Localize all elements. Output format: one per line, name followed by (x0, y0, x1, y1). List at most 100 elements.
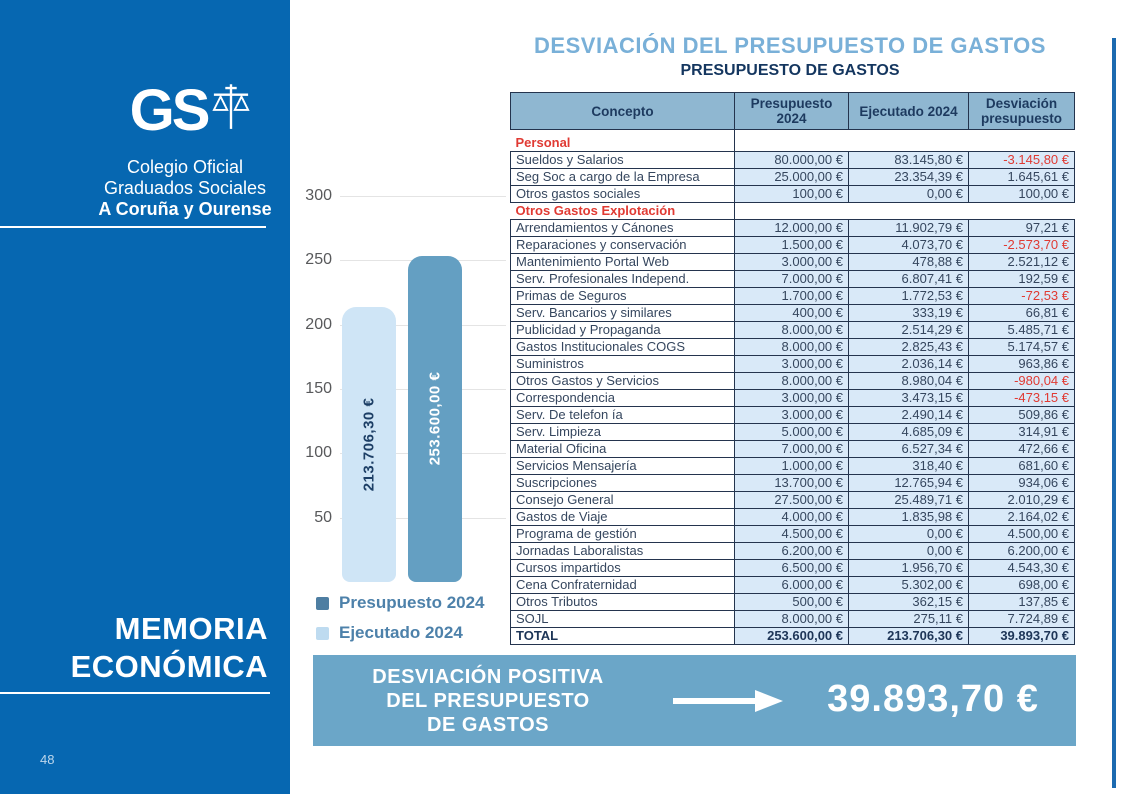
section-label: Personal (510, 135, 735, 152)
value-cell: 3.473,15 € (848, 389, 969, 407)
value-cell: 25.489,71 € (848, 491, 969, 509)
table-row: Serv. Bancarios y similares 400,00 €333,1… (510, 304, 1075, 322)
concept-cell: Serv. De telefon ía (510, 406, 735, 424)
table-row: Publicidad y Propaganda 8.000,00 €2.514,2… (510, 321, 1075, 339)
spacer-cell (968, 129, 1075, 135)
legend-swatch (316, 626, 329, 640)
col-header-ejecutado: Ejecutado 2024 (848, 92, 969, 130)
value-cell: 8.980,04 € (848, 372, 969, 390)
concept-cell: Otros Tributos (510, 593, 735, 611)
page-title: DESVIACIÓN DEL PRESUPUESTO DE GASTOS (534, 33, 1046, 58)
concept-cell: Mantenimiento Portal Web (510, 253, 735, 271)
value-cell: 934,06 € (968, 474, 1075, 492)
table-row: Jornadas Laboralistas 6.200,00 €0,00 €6.2… (510, 542, 1075, 560)
sidebar-divider-top (0, 226, 266, 228)
concept-cell: Cena Confraternidad (510, 576, 735, 594)
value-cell: 0,00 € (848, 525, 969, 543)
concept-cell: Seg Soc a cargo de la Empresa (510, 168, 735, 186)
value-cell: 23.354,39 € (848, 168, 969, 186)
value-cell: 400,00 € (734, 304, 849, 322)
concept-cell: Serv. Limpieza (510, 423, 735, 441)
table-section-row: Otros Gastos Explotación (510, 202, 1075, 220)
value-cell: 681,60 € (968, 457, 1075, 475)
org-name-line-1: Colegio Oficial (126, 157, 244, 177)
value-cell: 1.645,61 € (968, 168, 1075, 186)
value-cell: 80.000,00 € (734, 151, 849, 169)
gridline (340, 196, 506, 197)
value-cell: 7.000,00 € (734, 270, 849, 288)
concept-cell: Primas de Seguros (510, 287, 735, 305)
chart-legend: Presupuesto 2024 Ejecutado 2024 (316, 593, 485, 653)
col-header-concepto: Concepto (510, 92, 735, 130)
concept-cell: Gastos de Viaje (510, 508, 735, 526)
empty-cell (968, 135, 1075, 152)
value-cell: 963,86 € (968, 355, 1075, 373)
table-row: Gastos de Viaje 4.000,00 €1.835,98 €2.164… (510, 508, 1075, 526)
sidebar: GS Colegio Oficial Graduados Sociales A … (0, 0, 290, 794)
value-cell: 698,00 € (968, 576, 1075, 594)
legend-item: Presupuesto 2024 (316, 593, 485, 613)
concept-cell: Otros Gastos y Servicios (510, 372, 735, 390)
table-row: Mantenimiento Portal Web 3.000,00 €478,88… (510, 253, 1075, 271)
value-cell: 8.000,00 € (734, 372, 849, 390)
value-cell: 5.174,57 € (968, 338, 1075, 356)
bar-ejecutado-2024: 213.706,30 € (342, 307, 396, 582)
org-logo: GS (90, 82, 290, 140)
value-cell: -980,04 € (968, 372, 1075, 390)
concept-cell: SOJL (510, 610, 735, 628)
value-cell: 11.902,79 € (848, 219, 969, 237)
value-cell: 6.807,41 € (848, 270, 969, 288)
concept-cell: Programa de gestión (510, 525, 735, 543)
value-cell: 500,00 € (734, 593, 849, 611)
budget-bar-chart: 300 250 200 150 100 50 213.706,30 € 253.600,00… (290, 185, 512, 655)
value-cell: 192,59 € (968, 270, 1075, 288)
value-cell: 3.000,00 € (734, 389, 849, 407)
spacer-cell (510, 129, 735, 135)
table-total-row: TOTAL 253.600,00 €213.706,30 €39.893,70 € (510, 627, 1075, 645)
value-cell: -473,15 € (968, 389, 1075, 407)
section-title: MEMORIA ECONÓMICA (70, 611, 268, 684)
concept-cell: Cursos impartidos (510, 559, 735, 577)
table-row: Material Oficina 7.000,00 €6.527,34 €472,… (510, 440, 1075, 458)
value-cell: 66,81 € (968, 304, 1075, 322)
concept-cell: Consejo General (510, 491, 735, 509)
concept-cell: Otros gastos sociales (510, 185, 735, 203)
banner-line-2: DEL PRESUPUESTO (386, 690, 590, 712)
empty-cell (734, 202, 849, 220)
banner-line-1: DESVIACIÓN POSITIVA (372, 666, 604, 688)
table-row: Cena Confraternidad 6.000,00 €5.302,00 €6… (510, 576, 1075, 594)
value-cell: 318,40 € (848, 457, 969, 475)
table-row: Otros gastos sociales 100,00 €0,00 €100,0… (510, 185, 1075, 203)
table-row: Seg Soc a cargo de la Empresa 25.000,00 €… (510, 168, 1075, 186)
value-cell: 5.000,00 € (734, 423, 849, 441)
table-row: Cursos impartidos 6.500,00 €1.956,70 €4.5… (510, 559, 1075, 577)
value-cell: 3.000,00 € (734, 355, 849, 373)
concept-cell: Serv. Profesionales Independ. (510, 270, 735, 288)
page-number: 48 (40, 752, 55, 767)
empty-cell (734, 135, 849, 152)
org-name: Colegio Oficial Graduados Sociales A Cor… (80, 157, 290, 220)
value-cell: 6.200,00 € (968, 542, 1075, 560)
bar-presupuesto-2024: 253.600,00 € (408, 255, 462, 582)
value-cell: 1.772,53 € (848, 287, 969, 305)
concept-cell: Suministros (510, 355, 735, 373)
y-tick-label: 100 (305, 444, 332, 462)
value-cell: 2.036,14 € (848, 355, 969, 373)
concept-cell: TOTAL (510, 627, 735, 645)
budget-table-body: Personal Sueldos y Salarios 80.000,00 €83.… (510, 129, 1075, 645)
value-cell: 6.200,00 € (734, 542, 849, 560)
table-row: Arrendamientos y Cánones 12.000,00 €11.90… (510, 219, 1075, 237)
bar-value-label: 253.600,00 € (426, 372, 444, 466)
y-tick-label: 300 (305, 187, 332, 204)
value-cell: 137,85 € (968, 593, 1075, 611)
table-row: Serv. Limpieza 5.000,00 €4.685,09 €314,91… (510, 423, 1075, 441)
value-cell: 2.825,43 € (848, 338, 969, 356)
value-cell: 7.000,00 € (734, 440, 849, 458)
value-cell: 1.000,00 € (734, 457, 849, 475)
y-tick-label: 250 (305, 251, 332, 269)
concept-cell: Jornadas Laboralistas (510, 542, 735, 560)
empty-cell (968, 202, 1075, 220)
y-tick-label: 200 (305, 315, 332, 333)
table-row: Serv. De telefon ía 3.000,00 €2.490,14 €5… (510, 406, 1075, 424)
chart-y-axis: 300 250 200 150 100 50 (290, 187, 332, 584)
